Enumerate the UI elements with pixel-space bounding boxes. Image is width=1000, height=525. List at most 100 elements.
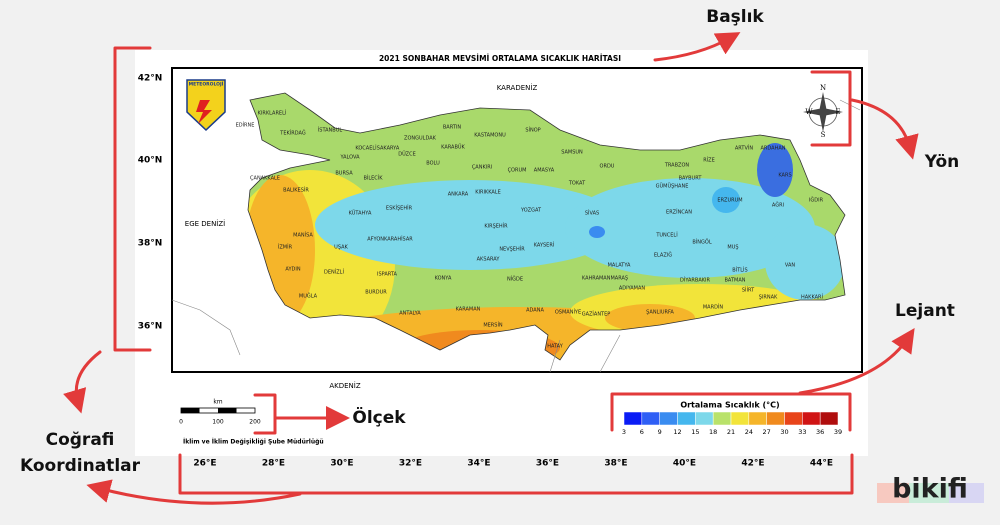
- brand-accent: [949, 483, 984, 503]
- province-label: BOLU: [426, 161, 440, 167]
- legend-tick: 9: [658, 428, 662, 436]
- arrow: [86, 479, 302, 505]
- province-label: KASTAMONU: [474, 133, 506, 139]
- province-label: KAYSERİ: [534, 242, 555, 249]
- province-label: VAN: [785, 263, 796, 269]
- province-label: SİİRT: [742, 287, 755, 294]
- compass-letter: W: [805, 108, 813, 116]
- province-label: OSMANİYE: [555, 309, 581, 316]
- arrow: [63, 350, 102, 414]
- province-label: ADANA: [526, 308, 544, 314]
- legend-tick: 30: [780, 428, 788, 436]
- province-label: ERZURUM: [717, 198, 742, 204]
- arrow: [850, 98, 919, 160]
- province-label: SİNOP: [525, 127, 540, 134]
- province-label: HATAY: [547, 344, 563, 350]
- province-label: BALIKESİR: [283, 187, 309, 194]
- province-label: AĞRI: [772, 202, 784, 209]
- province-label: YALOVA: [339, 155, 360, 161]
- arrow: [798, 328, 915, 395]
- legend-tick: 24: [745, 428, 753, 436]
- scale-tick: 200: [249, 419, 261, 426]
- province-label: AYDIN: [285, 267, 300, 273]
- annotation-title: Başlık: [706, 7, 764, 27]
- bracket-legend: [610, 392, 852, 432]
- brand: bikifi: [892, 474, 968, 505]
- annotation-coordinates: Coğrafi: [46, 430, 115, 450]
- sea-label: KARADENİZ: [497, 83, 538, 92]
- scale-tick: 0: [179, 419, 183, 426]
- longitude-label: 32°E: [399, 459, 422, 469]
- legend-tick: 39: [834, 428, 842, 436]
- province-label: ÇORUM: [508, 168, 527, 174]
- legend-title: Ortalama Sıcaklık (°C): [680, 401, 779, 410]
- arrow: [653, 32, 741, 62]
- bracket-coordinates-bottom: [178, 453, 854, 495]
- longitude-label: 38°E: [604, 459, 627, 469]
- latitude-label: 40°N: [138, 156, 163, 166]
- province-label: TOKAT: [568, 181, 586, 187]
- province-label: RİZE: [703, 157, 715, 164]
- longitude-label: 44°E: [810, 459, 833, 469]
- legend-swatch: [695, 411, 714, 426]
- sea-label: EGE DENİZİ: [185, 219, 225, 228]
- province-label: KIRKLARELİ: [258, 110, 287, 117]
- annotation-coordinates: Koordinatlar: [20, 456, 141, 476]
- province-label: ERZİNCAN: [666, 209, 692, 216]
- province-label: ÇANKIRI: [472, 165, 492, 171]
- longitude-label: 30°E: [330, 459, 353, 469]
- province-label: MANİSA: [293, 232, 313, 239]
- legend-swatch: [623, 411, 643, 426]
- province-label: KARS: [778, 173, 791, 179]
- legend-swatch: [730, 411, 750, 426]
- credit: İklim ve İklim Değişikliği Şube Müdürlüğ…: [183, 439, 324, 446]
- logo-text: METEOROLOJİ: [189, 81, 224, 88]
- province-label: MERSİN: [483, 322, 503, 329]
- annotation-direction: Yön: [924, 152, 960, 172]
- latitude-label: 38°N: [138, 239, 163, 249]
- legend-swatch: [712, 411, 732, 426]
- legend-swatch: [766, 411, 785, 426]
- province-label: KIRŞEHİR: [484, 223, 508, 230]
- legend-swatch: [641, 411, 660, 426]
- latitude-label: 42°N: [138, 74, 163, 84]
- province-label: TRABZON: [664, 163, 690, 169]
- province-label: ŞANLIURFA: [646, 310, 674, 316]
- province-label: BAYBURT: [679, 176, 703, 182]
- province-label: HAKKARİ: [801, 294, 823, 301]
- brand-accent: [909, 483, 949, 503]
- legend-swatch: [677, 411, 696, 426]
- compass-letter: S: [821, 131, 826, 139]
- province-label: ESKİŞEHİR: [386, 205, 413, 212]
- annotation-legend: Lejant: [895, 301, 955, 321]
- province-label: GÜMÜŞHANE: [656, 183, 689, 190]
- legend-tick: 21: [727, 428, 735, 436]
- province-label: BİLECİK: [363, 175, 383, 182]
- province-label: İSTANBUL: [318, 127, 343, 134]
- province-label: GAZİANTEP: [582, 311, 611, 318]
- compass: N W E S: [803, 84, 843, 139]
- province-label: ORDU: [600, 164, 615, 170]
- province-label: AFYONKARAHİSAR: [367, 236, 413, 243]
- legend-tick: 33: [798, 428, 806, 436]
- province-label: NİĞDE: [507, 276, 523, 283]
- province-label: KARAMAN: [456, 307, 481, 313]
- province-label: ANTALYA: [399, 311, 421, 317]
- legend-tick: 27: [763, 428, 771, 436]
- province-label: SAMSUN: [561, 150, 583, 156]
- province-label: DÜZCE: [398, 151, 416, 158]
- map-title: 2021 SONBAHAR MEVSİMİ ORTALAMA SICAKLIK …: [379, 54, 621, 63]
- province-label: MARDİN: [703, 304, 724, 311]
- province-label: DİYARBAKIR: [680, 277, 710, 284]
- province-label: BİTLİS: [732, 267, 747, 274]
- province-label: MALATYA: [608, 263, 631, 269]
- province-label: ŞIRNAK: [759, 295, 778, 301]
- compass-letter: N: [820, 84, 826, 92]
- province-label: UŞAK: [334, 245, 348, 251]
- sea-label: AKDENİZ: [329, 381, 360, 390]
- legend-tick: 18: [709, 428, 717, 436]
- province-label: BARTIN: [443, 125, 461, 131]
- legend-swatch: [784, 411, 803, 426]
- province-label: KÜTAHYA: [349, 210, 372, 217]
